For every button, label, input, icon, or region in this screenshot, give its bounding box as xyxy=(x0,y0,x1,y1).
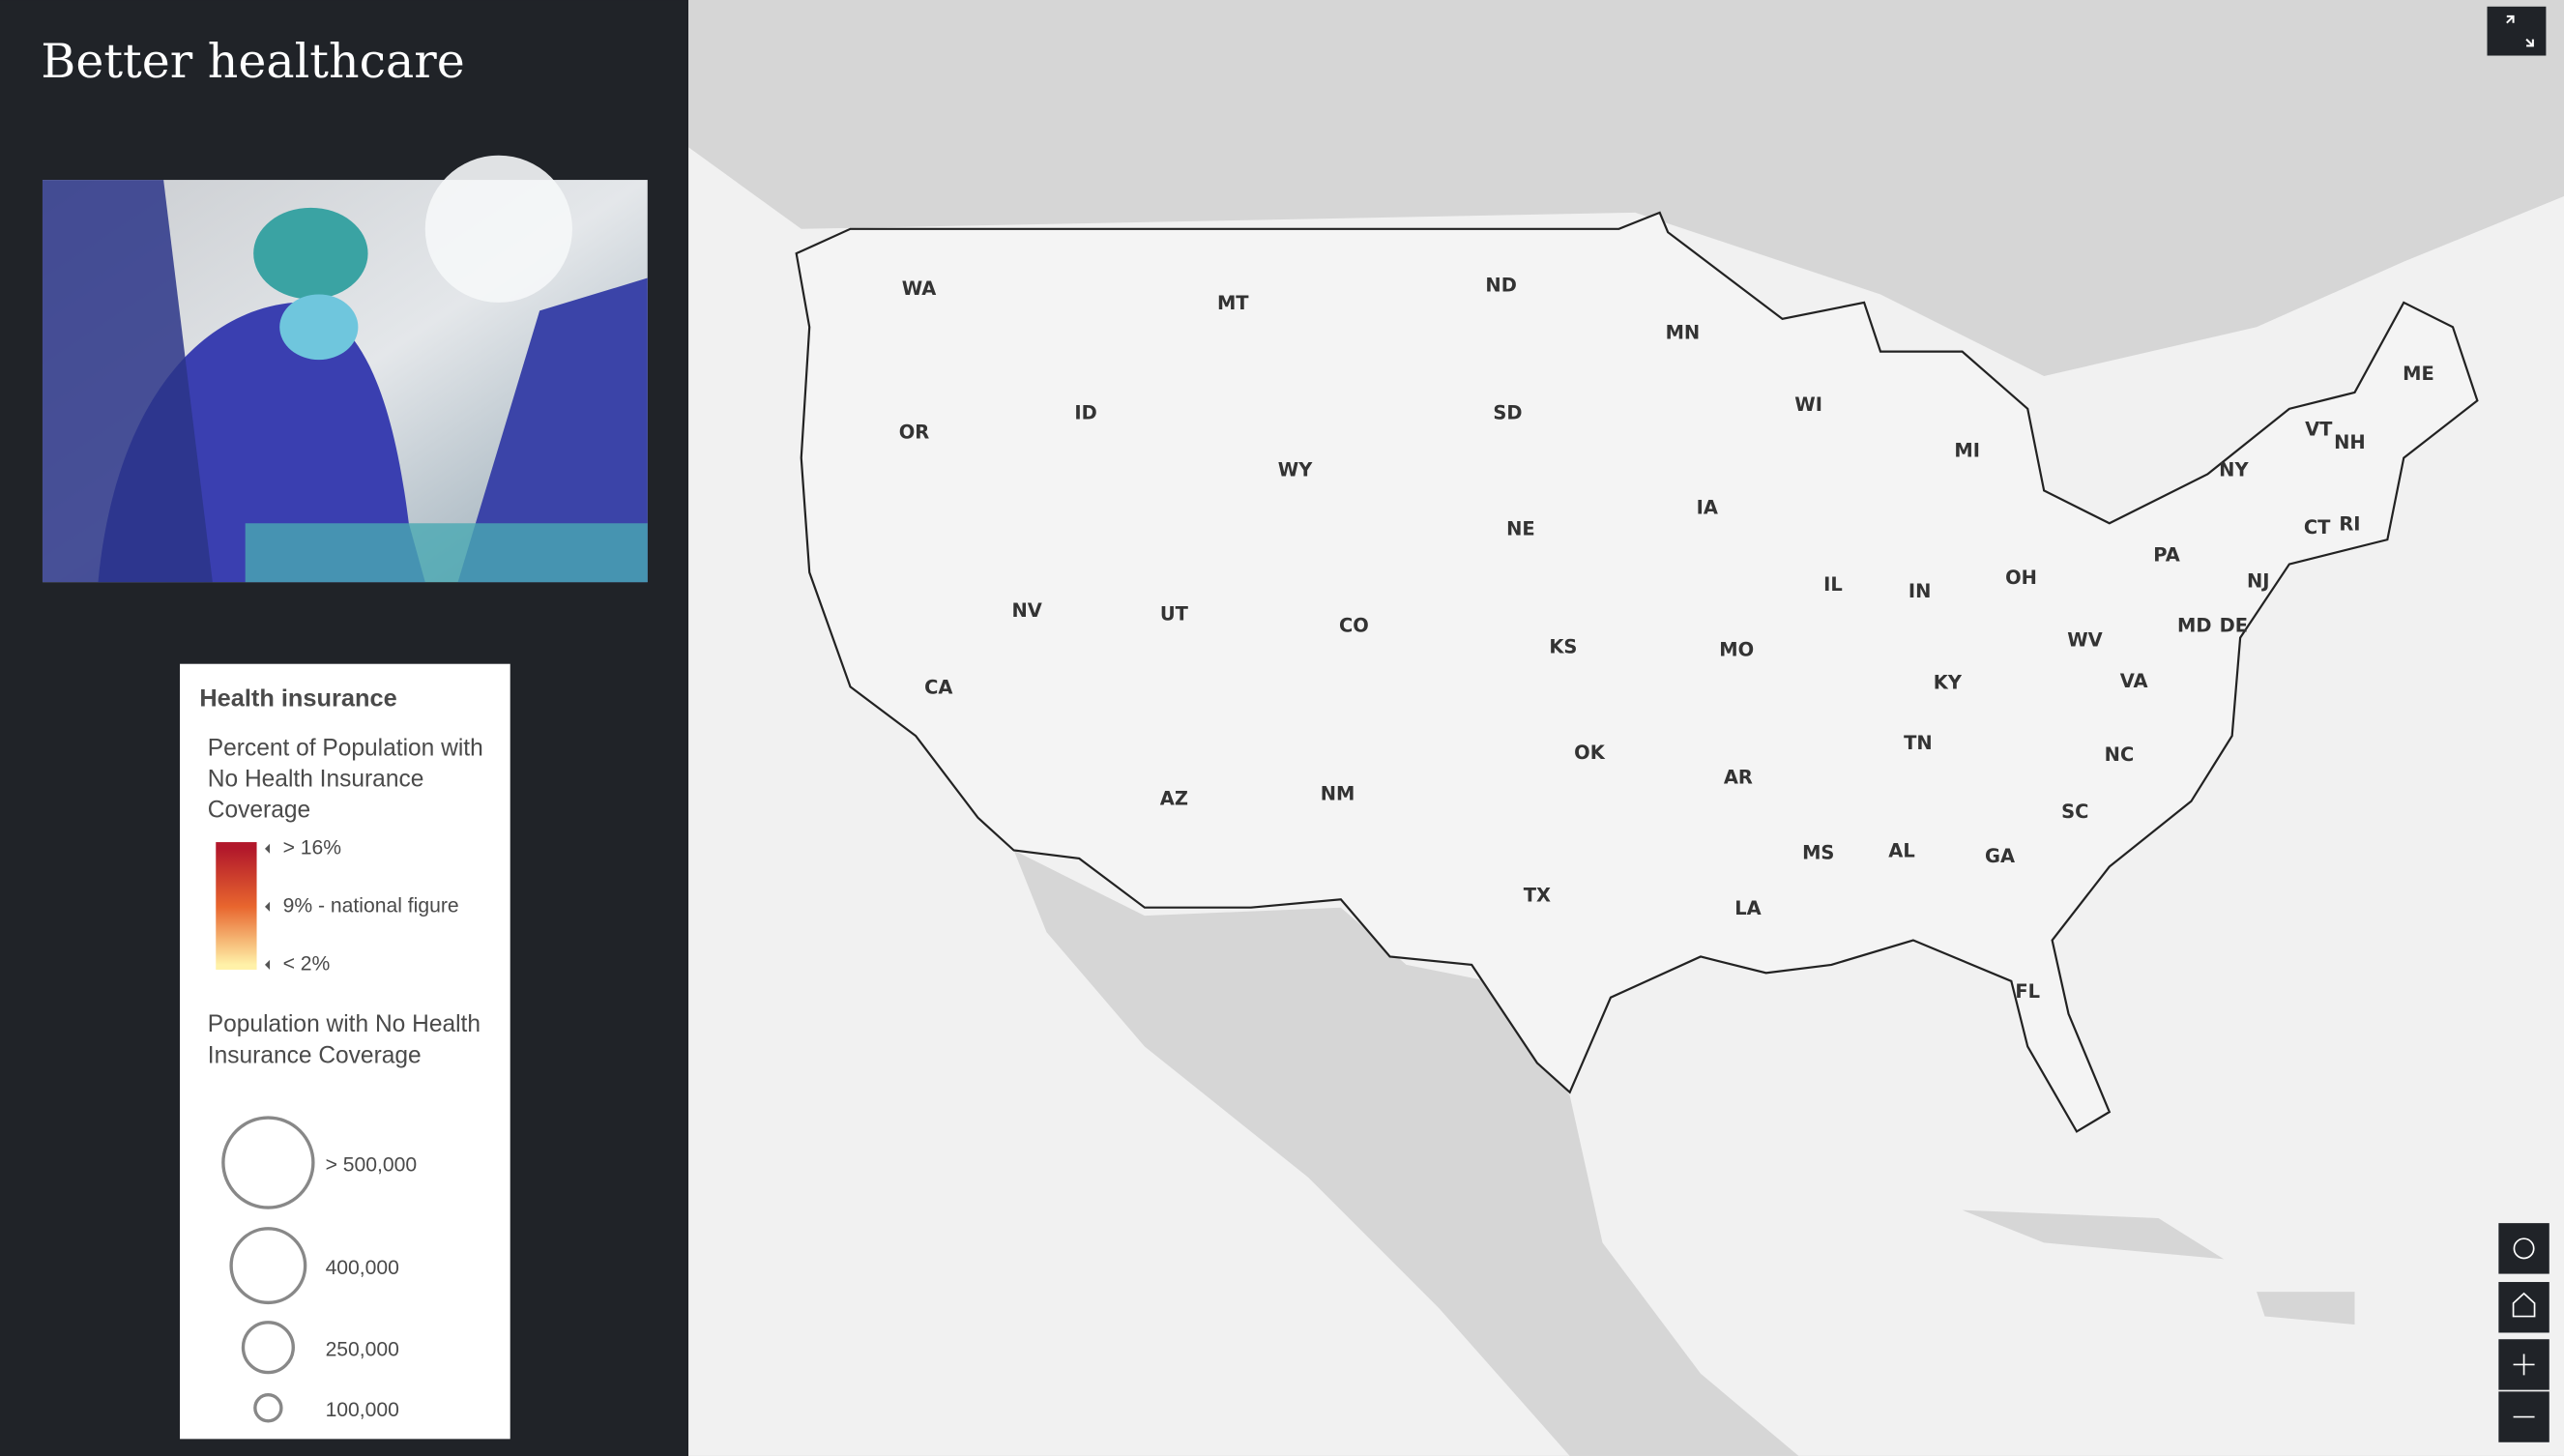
state-label: VA xyxy=(2120,670,2148,692)
state-label: NY xyxy=(2219,459,2249,481)
state-label: ME xyxy=(2403,363,2434,385)
state-label: VT xyxy=(2305,418,2333,440)
zoom-in-button[interactable] xyxy=(2498,1339,2549,1390)
size-label: > 500,000 xyxy=(326,1154,418,1177)
state-label: WY xyxy=(1278,459,1313,481)
color-title-box: Percent of Population with No Health Ins… xyxy=(207,736,483,825)
state-label: NE xyxy=(1506,518,1535,540)
size-label: 100,000 xyxy=(326,1399,399,1421)
size-title: Population with No Health Insurance Cove… xyxy=(207,1011,481,1070)
size-circle xyxy=(221,1116,315,1209)
state-label: MO xyxy=(1719,639,1754,661)
state-label: IN xyxy=(1908,580,1932,602)
color-ramp xyxy=(216,842,257,970)
ramp-tick xyxy=(264,959,271,970)
expand-button[interactable] xyxy=(2487,6,2547,56)
state-label: NJ xyxy=(2247,570,2269,593)
state-label: ID xyxy=(1074,401,1096,423)
state-label: LA xyxy=(1734,897,1761,919)
legend-title: Health insurance xyxy=(199,685,396,713)
size-circle xyxy=(253,1393,283,1423)
state-label: PA xyxy=(2153,544,2180,567)
size-circle xyxy=(241,1321,295,1375)
size-circle xyxy=(229,1227,307,1305)
state-label: TX xyxy=(1524,884,1551,906)
state-label: FL xyxy=(2015,980,2040,1003)
state-label: OK xyxy=(1574,742,1606,764)
state-label: SD xyxy=(1493,401,1522,423)
map-controls xyxy=(2498,1223,2549,1442)
canada xyxy=(688,0,2564,377)
state-label: WA xyxy=(902,277,937,300)
caribbean xyxy=(1962,1209,2355,1325)
locate-button[interactable] xyxy=(2498,1223,2549,1274)
map: WA OR CA NV ID MT WY UT AZ CO NM ND SD NE KS OK TX MN IA MO… xyxy=(688,0,2564,1456)
state-label: IA xyxy=(1697,497,1718,519)
state-label: NC xyxy=(2105,743,2135,766)
state-label: MT xyxy=(1217,292,1249,314)
state-label: AZ xyxy=(1160,788,1188,810)
state-label: CT xyxy=(2304,516,2331,539)
state-label: TN xyxy=(1904,732,1933,754)
state-label: IL xyxy=(1823,573,1843,596)
state-label: AR xyxy=(1724,767,1753,789)
state-label: DE xyxy=(2220,614,2248,636)
size-label: 400,000 xyxy=(326,1257,399,1279)
ramp-label: < 2% xyxy=(283,952,331,975)
size-label: 250,000 xyxy=(326,1339,399,1361)
state-label: ND xyxy=(1485,275,1516,297)
state-label: MD xyxy=(2177,614,2211,636)
state-label: CA xyxy=(924,677,952,699)
state-label: AL xyxy=(1888,840,1914,862)
home-button[interactable] xyxy=(2498,1282,2549,1333)
ramp-label: 9% - national figure xyxy=(283,894,459,917)
state-label: RI xyxy=(2339,512,2360,535)
state-label: MI xyxy=(1954,439,1980,461)
state-label: CO xyxy=(1339,614,1369,636)
state-label: NV xyxy=(1011,599,1041,622)
photo xyxy=(42,155,648,583)
color-title: Percent of Population with No Health Ins… xyxy=(207,736,483,825)
ramp-tick xyxy=(264,901,271,912)
state-label: KS xyxy=(1549,635,1577,657)
state-label: MS xyxy=(1802,841,1834,863)
legend: Health insurance Percent of Population w… xyxy=(180,663,510,1440)
state-label: NM xyxy=(1321,783,1355,805)
state-label: KY xyxy=(1934,671,1963,693)
state-label: SC xyxy=(2061,801,2088,823)
ramp-tick xyxy=(264,843,271,854)
state-label: WI xyxy=(1794,393,1822,416)
ramp-label: > 16% xyxy=(283,836,342,859)
mexico xyxy=(1013,850,1799,1456)
us-outline xyxy=(795,211,2479,1133)
story-title: Better healthcare xyxy=(41,33,464,89)
state-label: OR xyxy=(899,422,930,444)
state-label: GA xyxy=(1985,845,2015,867)
state-label: UT xyxy=(1160,602,1189,625)
size-title-box: Population with No Health Insurance Cove… xyxy=(207,1011,481,1070)
zoom-out-button[interactable] xyxy=(2498,1391,2549,1442)
state-label: WV xyxy=(2067,629,2102,652)
state-label: MN xyxy=(1666,322,1701,344)
state-label: OH xyxy=(2005,567,2037,589)
state-label: NH xyxy=(2334,431,2366,453)
